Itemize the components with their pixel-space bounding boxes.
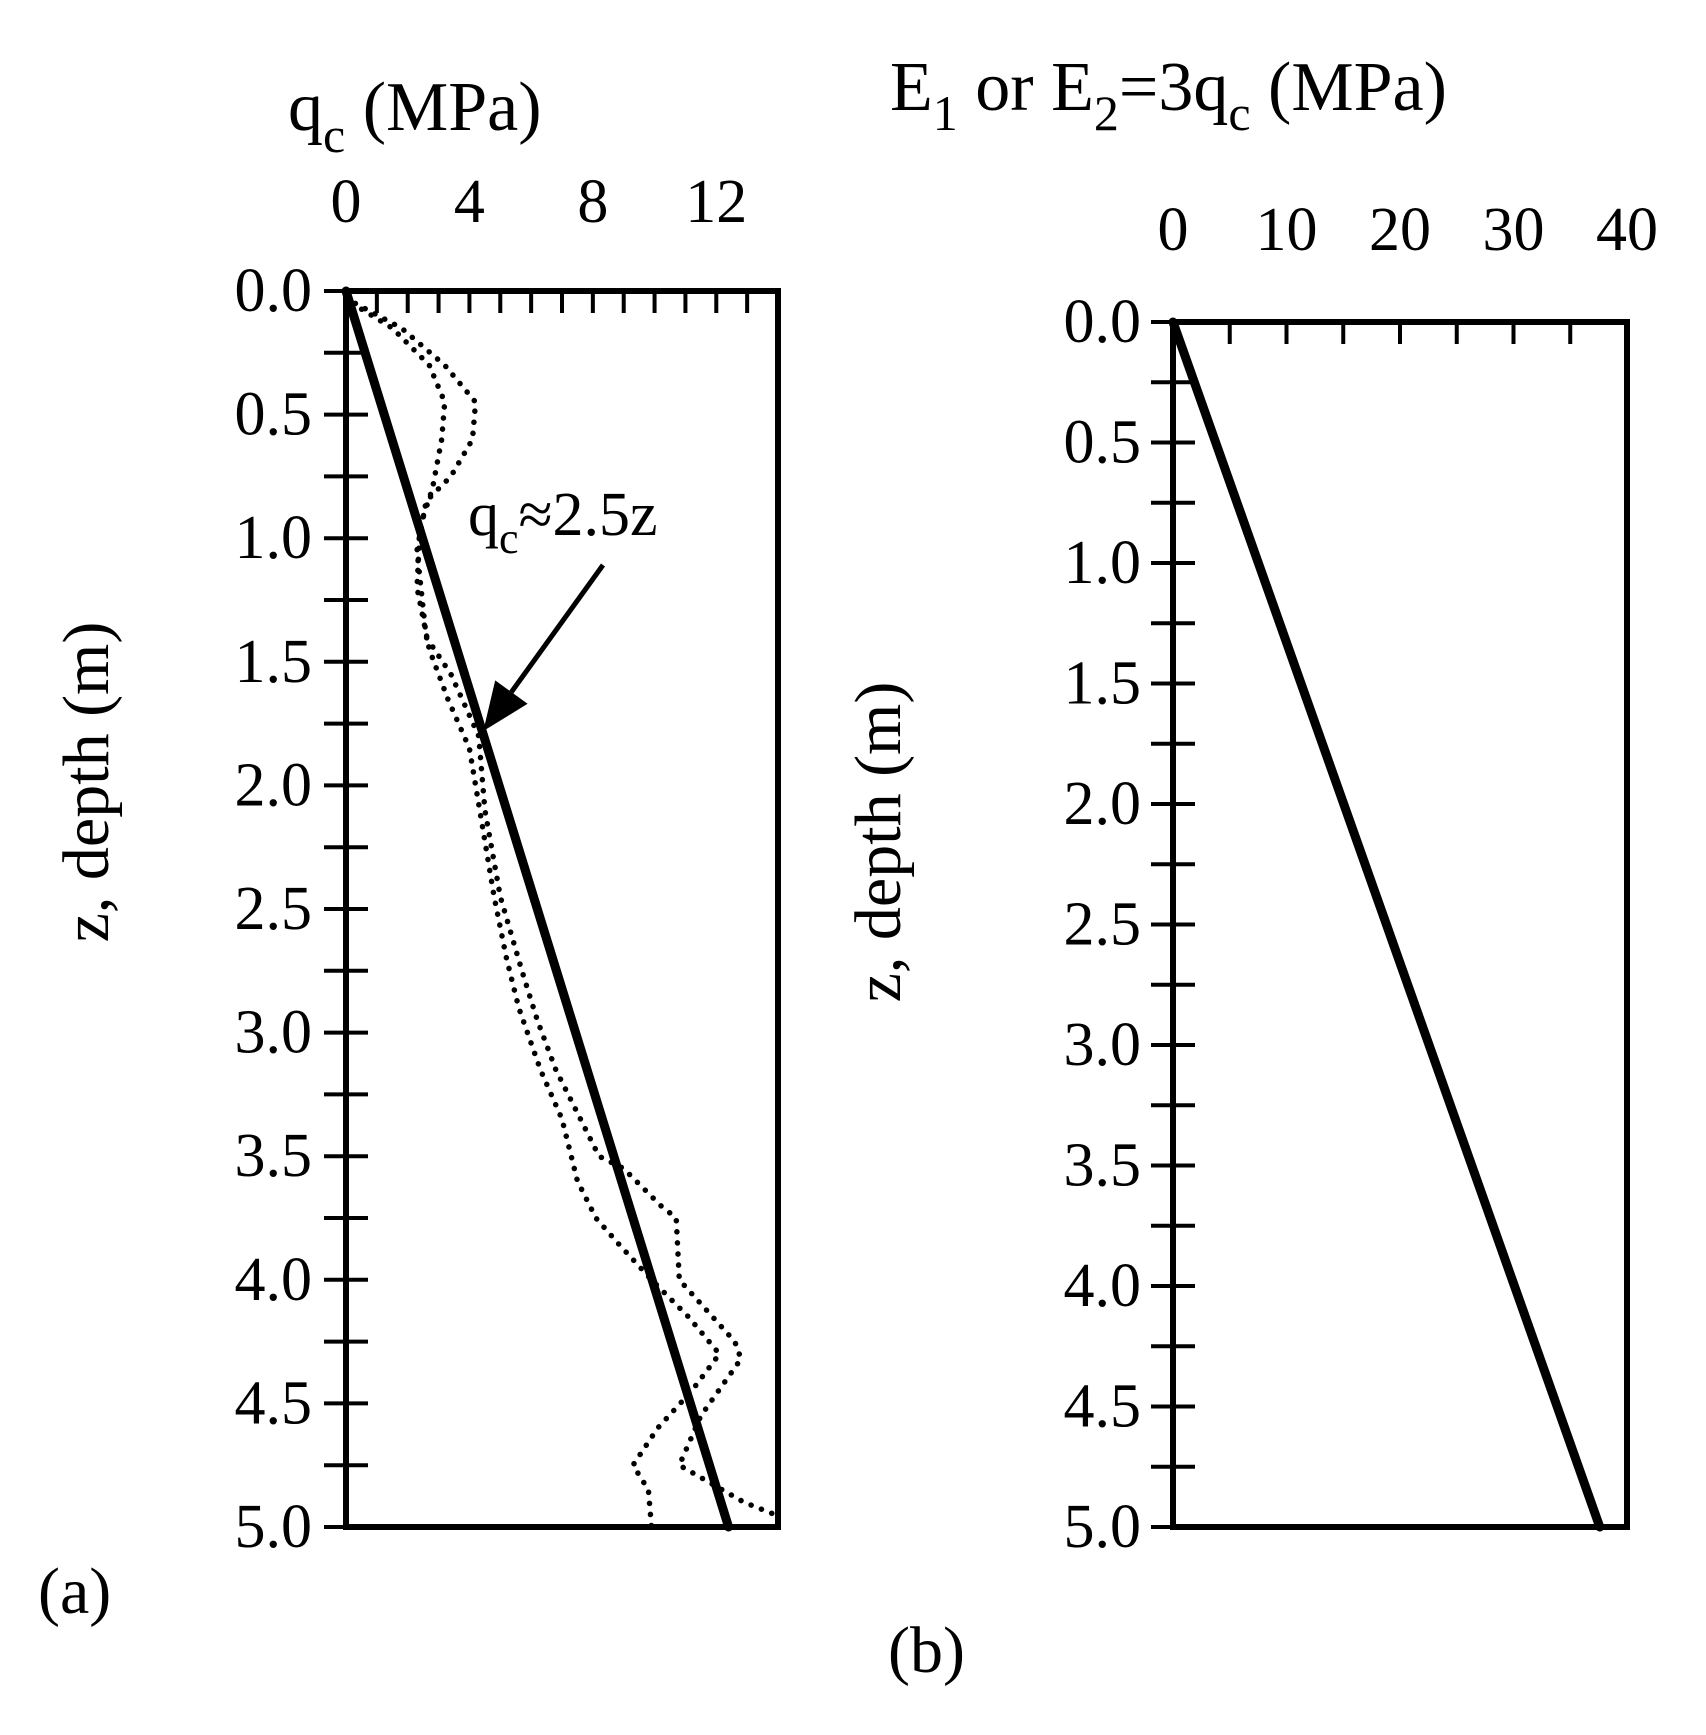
chart-a-y-tick-label: 4.0 bbox=[235, 1246, 313, 1314]
chart-a-y-tick-labels: 0.0 0.5 1.0 1.5 2.0 2.5 3.0 3.5 4.0 4.5 5.0 bbox=[235, 257, 313, 1561]
chart-b-x-tick-label: 40 bbox=[1596, 196, 1658, 264]
chart-b-y-tick-label: 0.0 bbox=[1064, 288, 1142, 356]
chart-a-y-axis-label: z, depth (m) bbox=[50, 622, 123, 943]
chart-b-y-tick-label: 5.0 bbox=[1064, 1493, 1142, 1561]
chart-b-y-tick-label: 2.5 bbox=[1064, 891, 1142, 959]
chart-a-x-tick-labels: 0 4 8 12 bbox=[331, 168, 748, 236]
chart-b-x-tick-label: 30 bbox=[1483, 196, 1545, 264]
chart-b-series-fit-line bbox=[1168, 317, 1605, 1532]
chart-a-series-fit-line bbox=[341, 286, 734, 1532]
chart-b-y-tick-label: 4.0 bbox=[1064, 1252, 1142, 1320]
chart-a-series bbox=[341, 286, 778, 1532]
chart-b-x-tick-label: 0 bbox=[1158, 196, 1189, 264]
chart-a-y-tick-label: 5.0 bbox=[235, 1493, 313, 1561]
chart-b-y-axis-label: z, depth (m) bbox=[842, 682, 915, 1003]
chart-a-x-tick-label: 12 bbox=[685, 168, 747, 236]
chart-b-y-tick-labels: 0.0 0.5 1.0 1.5 2.0 2.5 3.0 3.5 4.0 4.5 5.0 bbox=[1064, 288, 1142, 1561]
chart-b-plot-frame bbox=[1170, 319, 1630, 1530]
chart-b-y-tick-label: 1.5 bbox=[1064, 650, 1142, 718]
chart-b: E1 or E2=3qc (MPa) 0 10 20 30 40 0.0 0.5 1.0 1.… bbox=[842, 49, 1658, 1687]
chart-a-x-tick-label: 8 bbox=[577, 168, 608, 236]
chart-a-y-tick-label: 1.0 bbox=[235, 504, 313, 572]
chart-b-series bbox=[1168, 317, 1605, 1532]
chart-a-series-measured-2 bbox=[349, 300, 723, 1530]
chart-b-y-tick-label: 2.0 bbox=[1064, 770, 1142, 838]
chart-a-plot-frame bbox=[343, 288, 781, 1530]
chart-b-y-tick-label: 1.0 bbox=[1064, 529, 1142, 597]
chart-a-annotation: qc≈2.5z bbox=[468, 481, 658, 563]
chart-a-series-measured-1 bbox=[352, 300, 778, 1518]
chart-a-y-tick-label: 1.5 bbox=[235, 628, 313, 696]
chart-b-y-tick-label: 4.5 bbox=[1064, 1373, 1142, 1441]
chart-b-y-tick-label: 3.0 bbox=[1064, 1011, 1142, 1079]
chart-b-title: E1 or E2=3qc (MPa) bbox=[890, 49, 1447, 141]
chart-a-panel-label: (a) bbox=[38, 1555, 111, 1628]
chart-a-y-tick-label: 0.5 bbox=[235, 381, 313, 449]
chart-a-x-tick-label: 0 bbox=[331, 168, 362, 236]
chart-a: qc (MPa) 0 4 8 12 0.0 0.5 1.0 1.5 2.0 2.5 3.0 3.5 4… bbox=[38, 69, 781, 1628]
chart-b-x-tick-label: 20 bbox=[1369, 196, 1431, 264]
chart-a-annotation-arrowhead bbox=[483, 680, 528, 731]
chart-b-x-tick-labels: 0 10 20 30 40 bbox=[1158, 196, 1659, 264]
chart-b-x-tick-label: 10 bbox=[1256, 196, 1318, 264]
chart-b-y-tick-label: 0.5 bbox=[1064, 409, 1142, 477]
chart-a-y-tick-label: 3.0 bbox=[235, 999, 313, 1067]
chart-a-y-tick-label: 0.0 bbox=[235, 257, 313, 325]
chart-a-title: qc (MPa) bbox=[288, 69, 542, 163]
chart-b-panel-label: (b) bbox=[888, 1614, 965, 1687]
chart-b-y-tick-label: 3.5 bbox=[1064, 1132, 1142, 1200]
chart-a-y-tick-label: 2.5 bbox=[235, 875, 313, 943]
chart-a-annotation-arrow bbox=[509, 563, 606, 694]
chart-a-y-tick-label: 3.5 bbox=[235, 1122, 313, 1190]
chart-a-y-tick-label: 4.5 bbox=[235, 1369, 313, 1437]
chart-a-y-tick-label: 2.0 bbox=[235, 751, 313, 819]
chart-a-x-tick-label: 4 bbox=[454, 168, 485, 236]
